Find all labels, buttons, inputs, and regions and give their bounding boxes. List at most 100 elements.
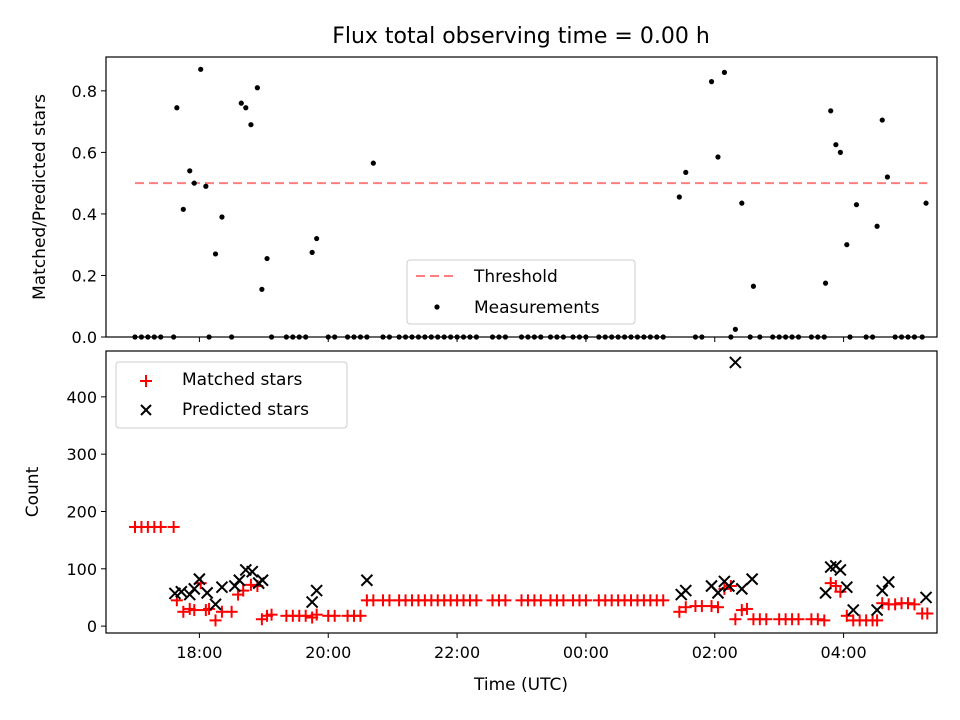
bottom-xtick-label: 22:00 — [434, 643, 480, 662]
bottom-ytick-label: 200 — [66, 502, 97, 521]
matched-star-point — [244, 578, 257, 591]
measurement-point — [874, 223, 880, 229]
bottom-xtick-label: 04:00 — [821, 643, 867, 662]
measurement-point — [198, 66, 204, 72]
predicted-star-point — [193, 572, 206, 586]
measurement-point — [254, 85, 260, 91]
matched-star-point — [724, 580, 737, 592]
predicted-star-point — [188, 582, 201, 596]
matched-star-point — [740, 602, 753, 615]
predicted-star-point — [175, 585, 188, 598]
measurement-point — [191, 180, 197, 186]
predicted-star-point — [711, 586, 725, 600]
predicted-star-point — [679, 584, 692, 597]
matched-star-point — [876, 597, 889, 610]
predicted-star-point — [819, 586, 832, 600]
measurement-point — [750, 283, 757, 289]
predicted-star-point — [840, 580, 854, 594]
matched-star-point — [470, 594, 483, 607]
predicted-star-point — [729, 356, 742, 369]
measurement-point — [683, 169, 689, 175]
matched-star-point — [871, 614, 884, 627]
predicted-star-point — [919, 591, 933, 604]
measurement-point — [238, 100, 244, 106]
predicted-star-point — [246, 565, 259, 578]
measurement-point — [833, 142, 839, 148]
matched-star-point — [310, 608, 323, 621]
plot-frame-bottom — [105, 350, 938, 634]
measurement-point — [837, 149, 843, 155]
matched-star-point — [908, 598, 921, 611]
measurement-point — [923, 200, 929, 206]
matched-star-point — [760, 613, 773, 626]
predicted-star-point — [360, 574, 374, 587]
predicted-star-point — [305, 595, 319, 609]
measurement-point — [370, 160, 376, 166]
legend-top-frame — [406, 259, 636, 325]
measurement-point — [739, 200, 745, 206]
measurement-point — [676, 194, 682, 200]
top-ytick-label: 0.0 — [72, 328, 97, 347]
bottom-xtick-label: 00:00 — [563, 643, 609, 662]
legend-measurements-swatch — [434, 304, 440, 310]
legend-matched-swatch — [140, 375, 152, 387]
matched-star-point — [225, 605, 238, 618]
bottom-xtick-label: 20:00 — [305, 643, 351, 662]
legend-bottom: Matched stars Predicted stars — [115, 361, 348, 429]
predicted-star-point — [735, 582, 749, 596]
matched-star-point — [792, 613, 805, 626]
top-ytick-label: 0.2 — [72, 266, 97, 285]
legend-matched-label: Matched stars — [182, 370, 302, 390]
measurement-point — [879, 117, 885, 123]
matched-star-point — [209, 614, 222, 627]
bottom-ytick-label: 300 — [66, 445, 97, 464]
measurement-point — [721, 69, 728, 75]
measurement-point — [243, 105, 249, 111]
predicted-star-point — [209, 598, 222, 611]
bottom-xtick-label: 18:00 — [176, 643, 222, 662]
measurement-point — [844, 242, 850, 248]
measurement-point — [203, 183, 209, 189]
count-panel: 18:00 20:00 22:00 00:00 02:00 04:00 0 100 200 300… — [23, 350, 938, 695]
matched-star-point — [499, 594, 512, 607]
predicted-star-point — [876, 584, 889, 597]
measurement-point — [884, 174, 890, 180]
matched-star-point — [265, 608, 278, 621]
matched-star-points — [128, 520, 934, 627]
measurement-point — [248, 122, 254, 128]
matched-star-point — [657, 594, 670, 607]
matched-star-point — [729, 613, 742, 626]
measurement-point — [180, 206, 186, 212]
measurement-point — [715, 154, 721, 160]
legend-measurements-label: Measurements — [474, 298, 600, 318]
predicted-star-point — [834, 563, 847, 577]
measurement-point — [309, 249, 315, 255]
matched-star-point — [673, 605, 686, 618]
measurement-point — [174, 105, 180, 111]
matched-star-point — [902, 597, 915, 610]
matched-star-point — [735, 604, 748, 617]
legend-top: Threshold Measurements — [406, 259, 636, 325]
matched-star-point — [840, 609, 853, 622]
x-axis-label: Time (UTC) — [473, 675, 568, 695]
matched-star-point — [889, 598, 902, 611]
measurement-point — [732, 326, 738, 332]
measurement-point — [264, 255, 270, 262]
legend-predicted-label: Predicted stars — [182, 400, 309, 420]
predicted-star-point — [745, 572, 759, 586]
matched-star-point — [921, 607, 934, 620]
y-axis-label-top: Matched/Predicted stars — [30, 94, 50, 300]
matched-star-point — [154, 520, 167, 533]
bottom-ytick-label: 0 — [87, 617, 97, 636]
y-axis-label-bottom: Count — [23, 466, 43, 517]
top-ytick-label: 0.8 — [72, 82, 97, 101]
predicted-star-point — [870, 603, 884, 617]
legend-bottom-frame — [115, 361, 348, 429]
predicted-star-point — [310, 584, 323, 597]
matched-star-point — [328, 609, 341, 622]
measurement-point — [708, 79, 715, 85]
legend-threshold-label: Threshold — [473, 267, 558, 287]
matched-star-point — [579, 594, 592, 607]
measurement-points — [132, 66, 929, 340]
